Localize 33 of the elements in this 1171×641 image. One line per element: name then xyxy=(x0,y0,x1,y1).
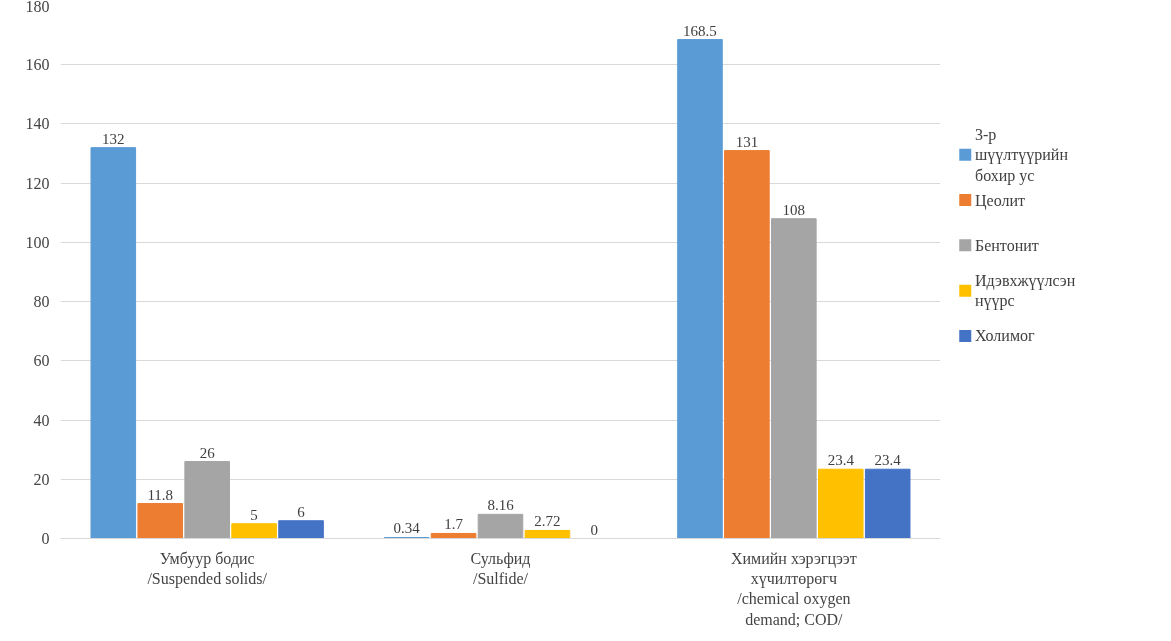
y-tick-label: 40 xyxy=(33,411,50,429)
data-label: 132 xyxy=(102,130,125,147)
data-label: 8.16 xyxy=(487,497,515,514)
data-label: 23.4 xyxy=(827,452,855,469)
data-label: 6 xyxy=(297,503,306,520)
y-tick-label: 60 xyxy=(33,352,50,370)
y-tick-label: 120 xyxy=(25,174,50,192)
data-label: 2.72 xyxy=(534,513,561,530)
data-label: 168.5 xyxy=(683,22,717,39)
legend-label: 3-р шүүлтүүрийн бохир ус xyxy=(975,125,1069,185)
y-tick-label: 160 xyxy=(25,56,50,74)
data-label: 108 xyxy=(782,201,806,218)
y-tick-label: 20 xyxy=(33,470,50,488)
data-label: 5 xyxy=(250,506,258,523)
data-label: 131 xyxy=(735,133,759,150)
y-tick-label: 80 xyxy=(33,293,50,311)
legend-label: Идэвхжүүлсэн нүүрс xyxy=(975,271,1076,311)
x-tick-label: Химийн хэрэгцээт хүчилтөрөгч /chemical oxygen demand; COD/ xyxy=(730,549,857,628)
legend-label: Цеолит xyxy=(975,191,1025,210)
legend-label: Холимог xyxy=(975,327,1036,345)
x-tick-label: Умбуур бодис /Suspended solids/ xyxy=(147,549,268,588)
y-tick-label: 0 xyxy=(41,530,50,547)
data-label: 0 xyxy=(590,521,599,538)
y-tick-label: 140 xyxy=(25,115,50,133)
y-tick-label: 180 xyxy=(25,0,50,15)
legend-label: Бентонит xyxy=(975,236,1039,254)
y-tick-label: 100 xyxy=(25,233,50,251)
data-label: 1.7 xyxy=(444,516,464,533)
data-label: 23.4 xyxy=(874,452,902,469)
data-label: 11.8 xyxy=(147,486,174,503)
x-tick-label: Сульфид /Sulfide/ xyxy=(470,549,531,587)
data-label: 26 xyxy=(199,444,216,461)
data-label: 0.34 xyxy=(393,520,421,537)
